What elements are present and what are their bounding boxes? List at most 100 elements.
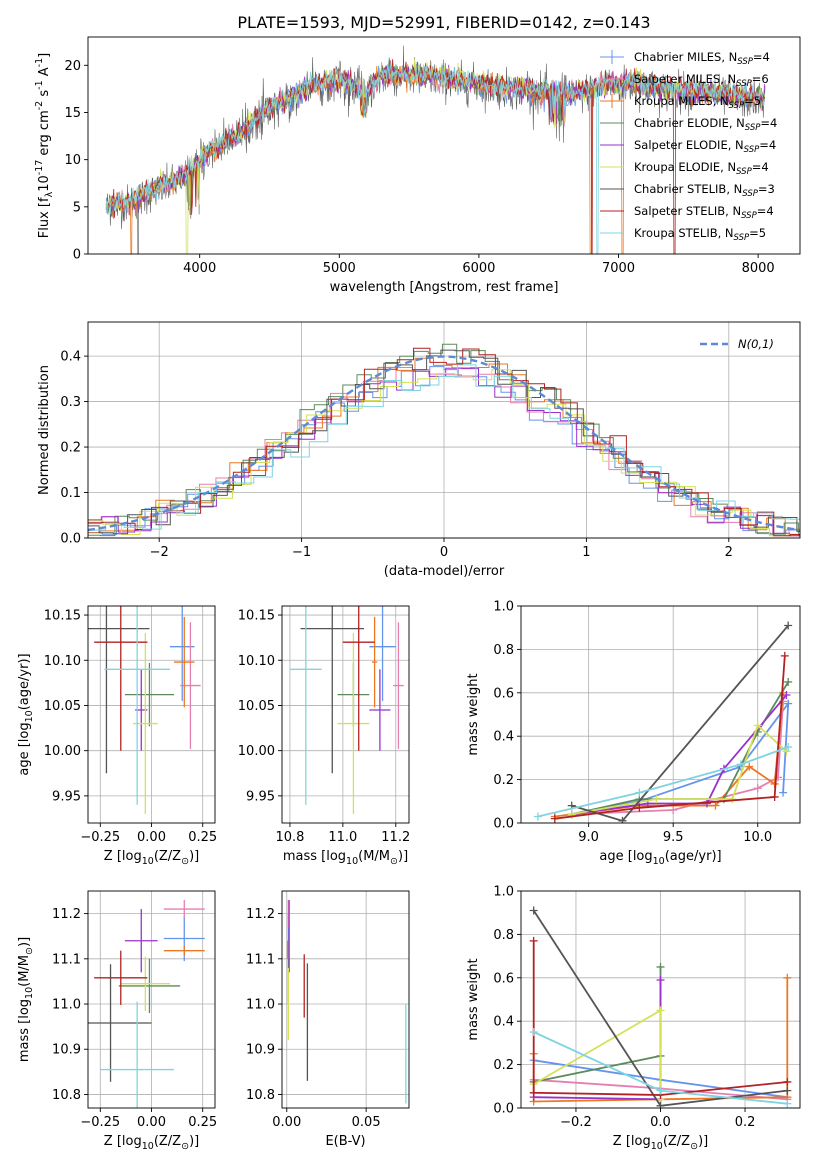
y-tick-label: 11.2 xyxy=(52,907,81,922)
y-axis-label: mass weight xyxy=(466,673,481,755)
legend-eq: =3 xyxy=(758,182,775,196)
label-part: wavelength [Angstrom, rest frame] xyxy=(330,280,559,295)
plot-area xyxy=(529,906,792,1108)
x-tick-label: 0.00 xyxy=(137,830,166,845)
histogram-step xyxy=(88,347,800,537)
legend-text: Salpeter ELODIE, N xyxy=(634,138,744,152)
label-part: λ xyxy=(44,191,55,197)
label-part: -17 xyxy=(34,160,45,176)
point-marker xyxy=(635,803,644,812)
x-tick-label: 0 xyxy=(440,545,448,560)
y-axis-label: Flux [fλ​10-17​ erg cm-2​ s-1​ A-1​] xyxy=(34,53,55,238)
legend-eq: =4 xyxy=(760,116,777,130)
y-tick-label: 0.0 xyxy=(493,817,514,832)
point-marker xyxy=(753,784,762,793)
x-tick-label: −1 xyxy=(292,545,311,560)
label-part: 10 xyxy=(24,710,35,722)
point-marker xyxy=(711,801,720,810)
x-tick-label: 11.2 xyxy=(381,830,410,845)
y-tick-label: 1.0 xyxy=(493,885,514,900)
y-tick-label: 1.0 xyxy=(493,600,514,615)
label-part: (M/M xyxy=(358,849,390,864)
chart-title: PLATE=1593, MJD=52991, FIBERID=0142, z=0… xyxy=(237,13,650,32)
label-part: mass [ xyxy=(283,849,326,864)
label-part: )] xyxy=(189,1134,199,1149)
x-tick-label: 8000 xyxy=(742,261,775,276)
legend-label: Kroupa ELODIE, NSSP=4 xyxy=(634,160,769,177)
label-part: -1 xyxy=(34,58,45,67)
legend-text: Chabrier STELIB, N xyxy=(634,182,742,196)
y-axis-label: mass [log10​(M/M⊙​)] xyxy=(17,937,35,1062)
label-part: 10 xyxy=(651,1141,663,1152)
point-marker xyxy=(656,975,665,984)
y-tick-label: 0.2 xyxy=(493,773,514,788)
y-tick-label: 11.2 xyxy=(246,907,275,922)
point-marker xyxy=(656,962,665,971)
axes-frame xyxy=(281,605,410,824)
y-tick-label: 0.4 xyxy=(493,1015,514,1030)
legend-label: Kroupa MILES, NSSP=5 xyxy=(634,94,761,111)
label-part: ⊙ xyxy=(390,856,398,867)
x-tick-label: 0.05 xyxy=(352,1115,381,1130)
panel-weight_vs_age: 9.0 9.5 10.0 0.0 0.2 0.4 0.6 0.8 1.0 age [log10​(… xyxy=(466,600,801,867)
y-tick-label: 10.9 xyxy=(52,1043,81,1058)
legend-eq: =5 xyxy=(749,226,766,240)
y-tick-label: 10.00 xyxy=(238,744,275,759)
y-tick-label: 0.1 xyxy=(60,486,81,501)
y-tick-label: 10.10 xyxy=(44,654,81,669)
point-marker xyxy=(784,621,793,630)
label-part: 10 xyxy=(142,1141,154,1152)
label-part: Z [ xyxy=(104,849,122,864)
point-marker xyxy=(736,760,745,769)
y-axis-label: mass weight xyxy=(466,958,481,1040)
label-part: ] xyxy=(37,53,52,58)
y-tick-label: 11.1 xyxy=(246,952,275,967)
point-marker xyxy=(529,936,538,945)
x-axis-label: wavelength [Angstrom, rest frame] xyxy=(330,280,559,295)
legend-eq: =6 xyxy=(752,72,769,86)
legend-eq: =4 xyxy=(752,160,769,174)
point-marker xyxy=(745,762,754,771)
label-part: )] xyxy=(189,849,199,864)
spectrum-line xyxy=(105,59,765,254)
x-tick-label: 0.00 xyxy=(272,1115,301,1130)
panel-mass_vs_ebv: 0.00 0.05 10.8 10.9 11.0 11.1 11.2 E(B-V) xyxy=(246,890,410,1149)
legend-eq: =5 xyxy=(744,94,761,108)
point-marker xyxy=(669,805,678,814)
x-axis-label: Z [log10​(Z/Z⊙​)] xyxy=(104,849,199,867)
axes-frame xyxy=(520,890,801,1109)
y-tick-label: 0.0 xyxy=(493,1102,514,1117)
axes-frame xyxy=(87,321,801,539)
point-marker xyxy=(783,1077,792,1086)
point-marker xyxy=(656,1101,665,1108)
x-tick-label: −2 xyxy=(150,545,169,560)
legend-label: Salpeter STELIB, NSSP=4 xyxy=(634,204,774,221)
label-part: A xyxy=(37,67,52,80)
label-part: )] xyxy=(698,1134,708,1149)
legend-label: Chabrier MILES, NSSP=4 xyxy=(634,50,770,67)
x-tick-label: 11.0 xyxy=(328,830,357,845)
label-part: log xyxy=(326,849,346,864)
legend-text: Kroupa STELIB, N xyxy=(634,226,734,240)
plot-area xyxy=(533,621,793,823)
y-tick-label: 0 xyxy=(73,248,81,263)
label-part: 10 xyxy=(653,856,665,867)
legend-label: Salpeter ELODIE, NSSP=4 xyxy=(634,138,776,155)
label-part: ⊙ xyxy=(181,856,189,867)
label-part: (Z/Z xyxy=(663,1134,690,1149)
x-tick-label: 1 xyxy=(582,545,590,560)
legend-sub: SSP xyxy=(736,79,752,89)
label-part: log xyxy=(17,722,32,742)
label-part: log xyxy=(122,849,142,864)
legend-label: Chabrier STELIB, NSSP=3 xyxy=(634,182,775,199)
legend-label: Kroupa STELIB, NSSP=5 xyxy=(634,226,766,243)
weight-line xyxy=(554,655,786,820)
label-part: 10 xyxy=(24,987,35,999)
x-tick-label: 5000 xyxy=(323,261,356,276)
y-axis-label: Normed distribution xyxy=(37,365,52,495)
legend-sub: SSP xyxy=(742,189,758,199)
y-tick-label: 10.8 xyxy=(246,1088,275,1103)
y-axis-label: age [log10​(age/yr)] xyxy=(17,653,35,775)
